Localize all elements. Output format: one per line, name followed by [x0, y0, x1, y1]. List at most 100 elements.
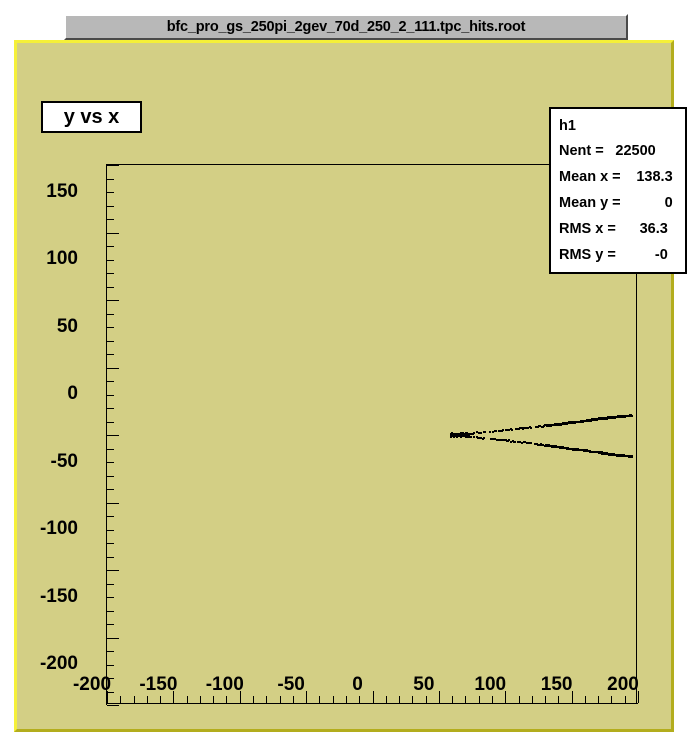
- y-axis-minor-tick: [107, 381, 114, 382]
- stats-row: Mean x = 138.3: [551, 164, 685, 190]
- stats-row-equals: =: [607, 247, 616, 263]
- x-axis-minor-tick: [584, 696, 586, 703]
- x-axis-major-tick: [438, 691, 440, 703]
- x-axis-minor-tick: [399, 696, 401, 703]
- y-axis-minor-tick: [107, 543, 114, 544]
- y-axis-minor-tick: [107, 313, 114, 315]
- y-axis-minor-tick: [107, 489, 114, 490]
- x-axis-minor-tick: [545, 696, 547, 703]
- x-axis-tick-label: -150: [139, 674, 178, 695]
- y-axis-major-tick: [107, 232, 119, 234]
- y-axis-minor-tick: [107, 475, 114, 477]
- x-axis-minor-tick: [186, 696, 188, 703]
- stats-row-label: Mean x: [559, 169, 609, 185]
- plot-frame: [106, 164, 639, 706]
- stats-row-label: RMS y: [559, 247, 604, 263]
- x-axis-tick-label: 0: [352, 674, 363, 695]
- x-axis-minor-tick: [292, 696, 294, 703]
- stats-row-equals: =: [612, 169, 621, 185]
- stats-row-value: 0: [664, 195, 673, 211]
- y-axis-tick-label: 150: [46, 180, 78, 202]
- y-axis-major-tick: [107, 435, 119, 436]
- y-axis-minor-tick: [107, 651, 114, 652]
- y-axis-minor-tick: [107, 286, 114, 288]
- y-axis-minor-tick: [107, 421, 114, 423]
- y-axis-tick-label: -150: [39, 585, 78, 607]
- y-axis-minor-tick: [107, 273, 114, 274]
- y-axis-major-tick: [107, 502, 119, 504]
- x-axis-minor-tick: [133, 696, 135, 703]
- stats-row-equals: =: [595, 143, 604, 159]
- root-canvas[interactable]: 200 150 100 50 0 -50 -100 -150 -200-200 -150 -100 -…: [14, 40, 687, 732]
- x-axis-tick-label: 50: [413, 674, 435, 695]
- x-axis-major-tick: [638, 691, 639, 703]
- y-axis-minor-tick: [107, 340, 114, 342]
- y-axis-major-tick: [107, 705, 119, 706]
- y-axis-tick-label: 0: [67, 383, 78, 404]
- y-axis-minor-tick: [107, 610, 114, 612]
- y-axis-major-tick: [107, 570, 119, 571]
- y-axis-major-tick: [107, 300, 119, 301]
- y-axis-minor-tick: [107, 448, 114, 450]
- x-axis-minor-tick: [266, 696, 268, 703]
- stats-row: RMS x = 36.3: [551, 216, 685, 242]
- x-axis-minor-tick: [120, 696, 122, 703]
- x-axis-major-tick: [173, 691, 175, 703]
- stats-row-value: 22500: [615, 143, 656, 159]
- x-axis-major-tick: [107, 691, 108, 703]
- x-axis-major-tick: [306, 691, 308, 703]
- x-axis-major-tick: [571, 691, 573, 703]
- x-axis-minor-tick: [213, 696, 215, 703]
- x-axis-minor-tick: [465, 696, 467, 703]
- y-axis-tick-label: -50: [50, 450, 78, 472]
- x-axis-tick-label: 200: [607, 674, 639, 695]
- x-axis-major-tick: [505, 691, 507, 703]
- stats-box[interactable]: h1 Nent = 22500 Mean x = 138.3 Mean y = 0 RMS x = 3…: [549, 107, 687, 274]
- stats-row-equals: =: [612, 195, 621, 211]
- x-axis-minor-tick: [425, 696, 427, 703]
- x-axis-tick-label: -100: [205, 674, 244, 695]
- x-axis-minor-tick: [531, 696, 533, 703]
- stats-row: Mean y = 0: [551, 190, 685, 216]
- y-axis-tick-label: 100: [46, 248, 78, 269]
- y-axis-minor-tick: [107, 516, 114, 517]
- y-axis-minor-tick: [107, 259, 114, 261]
- y-axis-tick-label: -200: [39, 653, 78, 674]
- y-axis-tick-label: 50: [56, 315, 78, 337]
- y-axis-minor-tick: [107, 219, 114, 220]
- x-axis-minor-tick: [279, 696, 281, 703]
- x-axis-minor-tick: [226, 696, 228, 703]
- x-axis-minor-tick: [146, 696, 148, 703]
- y-axis-major-tick: [107, 637, 119, 639]
- window-title-text: bfc_pro_gs_250pi_2gev_70d_250_2_111.tpc_…: [166, 19, 526, 35]
- x-axis-minor-tick: [332, 696, 334, 703]
- x-axis-minor-tick: [518, 696, 520, 703]
- x-axis-tick-label: -50: [277, 674, 305, 695]
- y-axis-minor-tick: [107, 583, 114, 585]
- plot-title-box: y vs x: [41, 101, 142, 133]
- stats-row-label: RMS x: [559, 221, 604, 237]
- stats-row-value: 36.3: [639, 221, 668, 237]
- x-axis-tick-label: -200: [72, 674, 112, 695]
- x-axis-minor-tick: [345, 696, 347, 703]
- x-axis-minor-tick: [319, 696, 321, 703]
- plot-title-text: y vs x: [63, 105, 120, 128]
- x-axis-tick-label: 150: [540, 674, 573, 695]
- x-axis-minor-tick: [160, 696, 162, 703]
- x-axis-minor-tick: [598, 696, 600, 703]
- x-axis-minor-tick: [452, 696, 454, 703]
- x-axis-minor-tick: [478, 696, 480, 703]
- x-axis-minor-tick: [253, 696, 255, 703]
- x-axis-minor-tick: [199, 696, 201, 703]
- y-axis-minor-tick: [107, 691, 114, 693]
- stats-histogram-name: h1: [559, 118, 576, 134]
- stats-row-value: -0: [654, 247, 668, 263]
- y-axis-major-tick: [107, 165, 119, 166]
- y-axis-minor-tick: [107, 327, 114, 328]
- x-axis-minor-tick: [624, 696, 626, 703]
- stats-row-value: 138.3: [636, 169, 673, 185]
- y-axis-minor-tick: [107, 664, 114, 666]
- y-axis-minor-tick: [107, 178, 114, 180]
- y-axis-minor-tick: [107, 529, 114, 531]
- y-axis-minor-tick: [107, 678, 114, 679]
